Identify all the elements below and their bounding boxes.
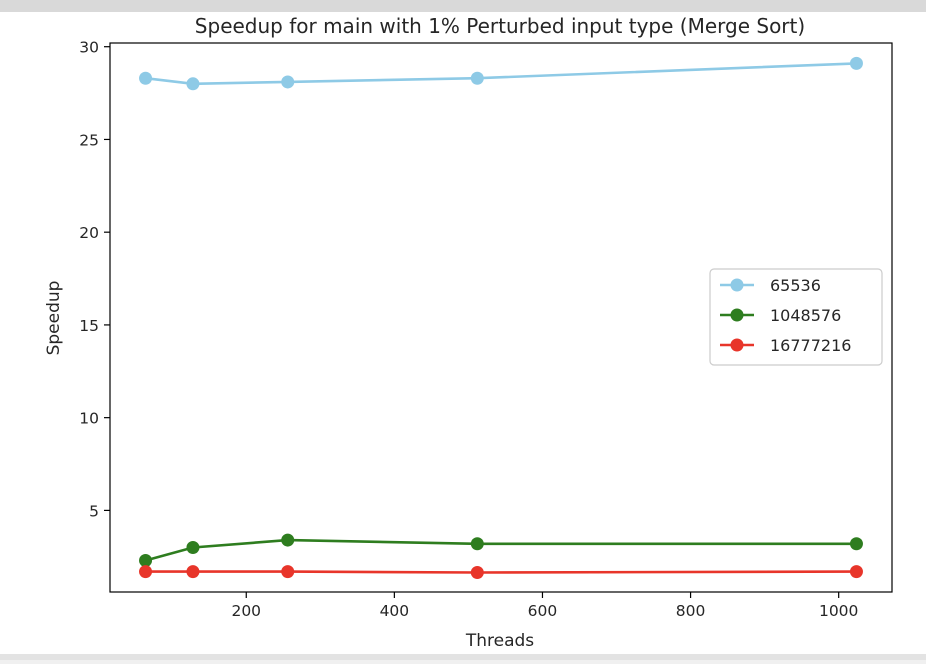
legend-marker-16777216 [730,338,744,352]
x-tick-label-800: 800 [676,602,706,620]
data-point-16777216-512 [470,566,484,580]
plot-area-frame [109,42,893,593]
data-point-16777216-1024 [849,565,863,579]
x-tick-label-1000: 1000 [819,602,858,620]
y-tick-label-10: 10 [79,410,99,428]
legend-label-65536: 65536 [770,276,821,295]
top-window-strip [0,0,926,12]
x-tick-label-200: 200 [231,602,261,620]
bottom-window-strip [0,654,926,660]
legend-marker-65536 [730,278,744,292]
legend-label-1048576: 1048576 [770,306,841,325]
data-point-1048576-512 [470,537,484,551]
legend-marker-1048576 [730,308,744,322]
series-line-16777216 [145,570,857,574]
y-tick-label-25: 25 [79,131,99,149]
x-tick-label-400: 400 [380,602,410,620]
data-point-65536-256 [281,75,295,89]
data-point-1048576-256 [281,533,295,547]
y-tick-label-15: 15 [79,317,99,335]
y-axis-label: Speedup [44,281,64,356]
data-point-1048576-128 [186,540,200,554]
chart-title: Speedup for main with 1% Perturbed input… [195,14,805,38]
y-tick-label-5: 5 [89,502,99,520]
y-tick-label-30: 30 [79,39,99,57]
data-point-16777216-64 [139,565,153,579]
data-point-65536-64 [139,71,153,85]
data-point-65536-512 [470,71,484,85]
data-point-1048576-64 [139,553,153,567]
data-point-16777216-128 [186,565,200,579]
data-point-65536-128 [186,77,200,91]
y-tick-label-20: 20 [79,224,99,242]
legend-label-16777216: 16777216 [770,336,851,355]
data-point-65536-1024 [849,56,863,70]
x-tick-label-600: 600 [528,602,558,620]
legend-box [709,268,883,366]
x-axis-label: Threads [465,631,534,651]
data-point-1048576-1024 [849,537,863,551]
data-point-16777216-256 [281,565,295,579]
